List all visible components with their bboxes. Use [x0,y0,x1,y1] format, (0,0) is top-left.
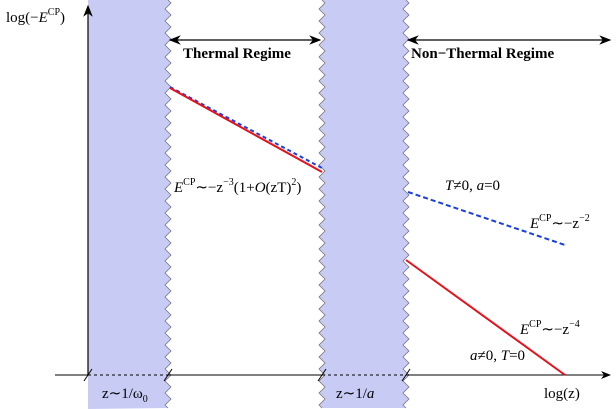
axis-breaks [83,368,411,382]
band [319,0,409,408]
formula: ECP∼−z−2 [529,213,590,232]
formula: a≠0, T=0 [470,348,525,364]
band-edge [164,0,172,409]
band-label: z∼1/ω0 [102,386,148,405]
regime-label: Non−Thermal Regime [411,46,554,62]
band-label: z∼1/a [336,386,374,402]
solid-line [405,259,566,376]
formula: ECP∼−z−4 [519,319,580,338]
formula: T≠0, a=0 [445,178,500,194]
band-edge [402,0,410,409]
dashed-line [407,191,566,246]
dashed-line [169,86,323,169]
band [88,0,171,409]
solid-line [169,87,323,173]
regime-label: Thermal Regime [183,46,291,62]
band-edge [318,0,326,409]
x-axis-label: log(z) [544,386,580,402]
formula: ECP∼−z−3(1+O(zT)2) [173,177,301,196]
bands [88,0,410,409]
y-axis-label: log(−ECP) [6,7,65,26]
